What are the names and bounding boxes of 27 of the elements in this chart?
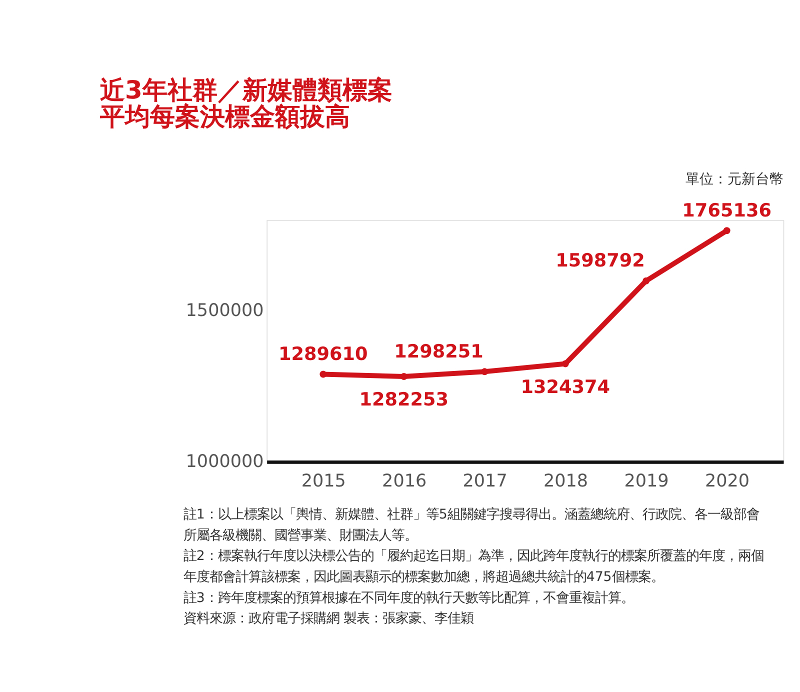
data-label: 1324374	[520, 376, 610, 398]
text: 單位：元新台幣	[685, 171, 784, 188]
point	[320, 370, 327, 378]
y-tick-label: 1500000	[186, 301, 264, 322]
x-tick-label: 2019	[624, 471, 669, 492]
text: 註3：跨年度標案的預算根據在不同年度的執行天數等比配算，不會重複計算。	[183, 590, 634, 606]
point	[642, 277, 650, 284]
source-note: 資料來源：政府電子採購網 製表：張家豪、李佳穎	[183, 610, 474, 627]
data-label: 1598792	[556, 250, 645, 272]
x-tick-label: 2018	[544, 471, 588, 492]
y-tick-label: 1000000	[186, 452, 264, 472]
x-tick-label: 2020	[704, 471, 750, 492]
point	[562, 360, 569, 368]
data-label: 1765136	[682, 200, 772, 222]
text: 平均每案決標金額拔高	[100, 102, 350, 132]
x-tick-label: 2015	[301, 471, 346, 492]
text: 註1：以上標案以「輿情、新媒體、社群」等5組關鍵字搜尋得出。涵蓋總統府、行政院、各一級部會所屬各級機關、國營事業、財團法人等。	[183, 506, 760, 544]
data-label: 1298251	[394, 341, 484, 362]
text: 註2：標案執行年度以決標公告的「履約起迄日期」為準，因此跨年度執行的標案所覆蓋的年度，兩個年度都會計算該標案，因此圖表顯示的標案數加總，將超過總共統計的475個標案。	[183, 548, 764, 585]
point	[400, 373, 408, 380]
x-tick-label: 2017	[462, 471, 508, 492]
data-label: 1282253	[359, 390, 449, 411]
x-tick-label: 2016	[382, 471, 427, 492]
text: 近3年社群／新媒體類標案	[100, 75, 392, 104]
point	[481, 368, 488, 376]
data-label: 1289610	[278, 344, 368, 366]
point	[723, 227, 730, 234]
